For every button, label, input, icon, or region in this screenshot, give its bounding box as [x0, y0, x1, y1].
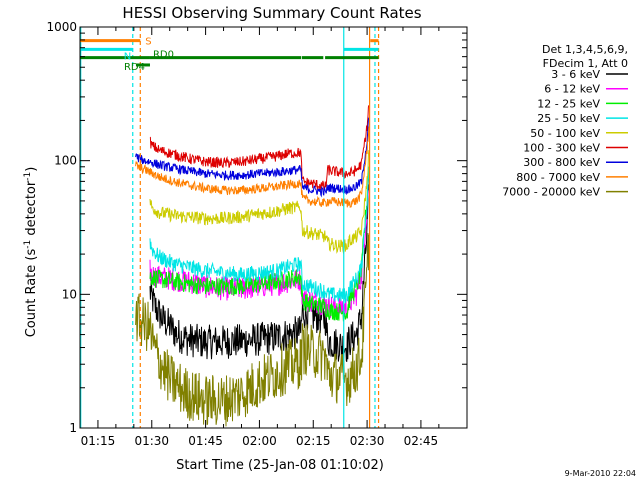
svg-text:Count Rate (s-1 detector-1): Count Rate (s-1 detector-1)	[23, 167, 39, 338]
flag-label-1: N	[124, 51, 131, 62]
x-tick-label-6: 02:45	[404, 434, 439, 448]
legend-label-3: 25 - 50 keV	[537, 112, 600, 125]
y-axis-label-end: )	[24, 167, 39, 172]
y-tick-label-2: 100	[54, 154, 77, 168]
y-tick-label-3: 1000	[46, 20, 77, 34]
y-axis-label-mid: detector	[24, 180, 39, 240]
series-line-7	[135, 126, 370, 208]
legend-header-line-2: FDecim 1, Att 0	[543, 57, 628, 70]
y-axis-label-main: Count Rate (s	[24, 249, 39, 338]
y-axis-label: Count Rate (s-1 detector-1)	[23, 167, 39, 338]
timestamp: 9-Mar-2010 22:04	[565, 469, 636, 478]
legend-label-2: 12 - 25 keV	[537, 97, 600, 110]
y-axis-label-sup2: -1	[23, 172, 33, 181]
x-axis-label: Start Time (25-Jan-08 01:10:02)	[176, 458, 384, 473]
series-line-8	[135, 232, 370, 427]
flag-label-0: S	[145, 37, 151, 48]
legend-label-4: 50 - 100 keV	[530, 127, 600, 140]
axes-layer: 1 10 100 1000 01:15 01:30 01:45 02:00 02:15 02:30…	[46, 20, 468, 448]
series-line-4	[149, 150, 370, 254]
series-line-5	[149, 105, 370, 191]
series-line-2	[149, 166, 370, 322]
chart-title: HESSI Observing Summary Count Rates	[122, 4, 421, 22]
flag-label-3: RD4	[124, 62, 145, 73]
series-line-3	[149, 166, 370, 304]
legend-label-1: 6 - 12 keV	[544, 83, 600, 96]
legend-label-5: 100 - 300 keV	[523, 142, 600, 155]
y-axis-label-sup1: -1	[23, 240, 33, 249]
legend: Det 1,3,4,5,6,9, FDecim 1, Att 0 3 - 6 k…	[502, 43, 628, 199]
legend-label-8: 7000 - 20000 keV	[502, 186, 600, 199]
plot-area: S N RD0 RD4	[80, 27, 380, 428]
x-tick-label-0: 01:15	[81, 434, 116, 448]
y-tick-label-1: 10	[62, 287, 77, 301]
plot-frame	[79, 26, 468, 429]
x-tick-label-1: 01:30	[134, 434, 169, 448]
legend-header-line-1: Det 1,3,4,5,6,9,	[542, 43, 628, 56]
x-tick-label-4: 02:15	[296, 434, 331, 448]
x-tick-label-2: 01:45	[188, 434, 223, 448]
legend-label-0: 3 - 6 keV	[551, 68, 600, 81]
legend-label-6: 300 - 800 keV	[523, 156, 600, 169]
series-line-6	[135, 117, 370, 198]
x-tick-label-5: 02:30	[350, 434, 385, 448]
legend-label-7: 800 - 7000 keV	[516, 171, 600, 184]
x-tick-label-3: 02:00	[242, 434, 277, 448]
flag-label-2: RD0	[153, 50, 174, 61]
plot-layer: S N RD0 RD4	[80, 27, 380, 428]
y-tick-label-0: 1	[69, 421, 77, 435]
series-line-0	[149, 184, 370, 363]
